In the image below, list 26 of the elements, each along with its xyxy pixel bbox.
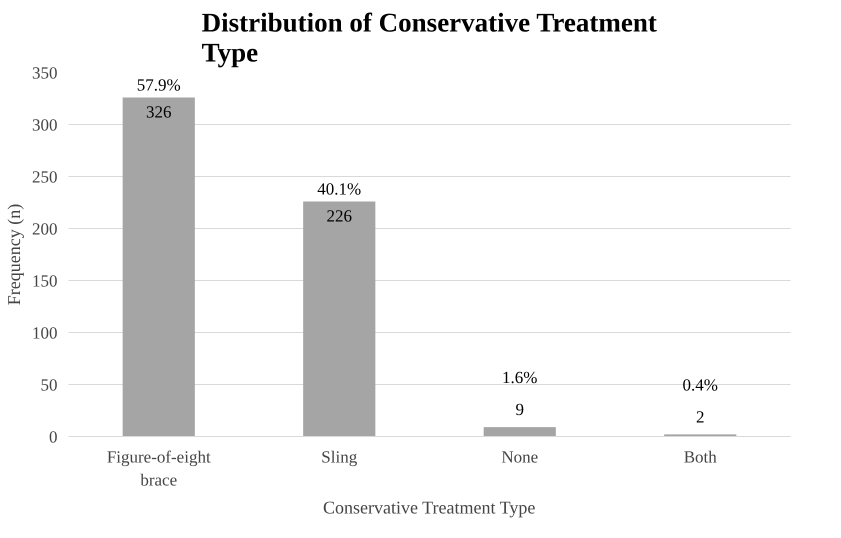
annotation: 40.1% (317, 179, 362, 198)
y-tick-label: 250 (32, 168, 58, 186)
annotation: 57.9% (136, 75, 181, 94)
y-tick-label: 200 (32, 220, 58, 238)
chart-title: Distribution of Conservative Treatment Type (202, 8, 657, 68)
y-tick-label: 50 (40, 376, 58, 394)
x-tick-label: Figure-of-eight brace (106, 448, 211, 490)
annotation: 0.4% (682, 375, 718, 394)
data-label: 9 (516, 400, 524, 420)
y-tick-label: 0 (49, 428, 58, 446)
y-tick-label: 100 (32, 324, 58, 342)
bar (122, 97, 195, 436)
x-tick-label: Both (684, 448, 718, 466)
data-label: 2 (696, 407, 704, 426)
y-axis-title: Frequency (n) (4, 204, 24, 306)
data-label: 326 (146, 102, 172, 122)
x-axis-title: Conservative Treatment Type (322, 497, 536, 518)
bar (484, 427, 556, 436)
y-tick-label: 150 (32, 272, 58, 290)
data-label: 226 (326, 206, 352, 226)
y-tick-label: 350 (32, 64, 58, 82)
bar (303, 201, 376, 436)
x-tick-label: None (501, 448, 538, 466)
y-tick-label: 300 (32, 116, 58, 134)
x-tick-label: Sling (321, 448, 358, 466)
annotation: 1.6% (502, 368, 538, 388)
